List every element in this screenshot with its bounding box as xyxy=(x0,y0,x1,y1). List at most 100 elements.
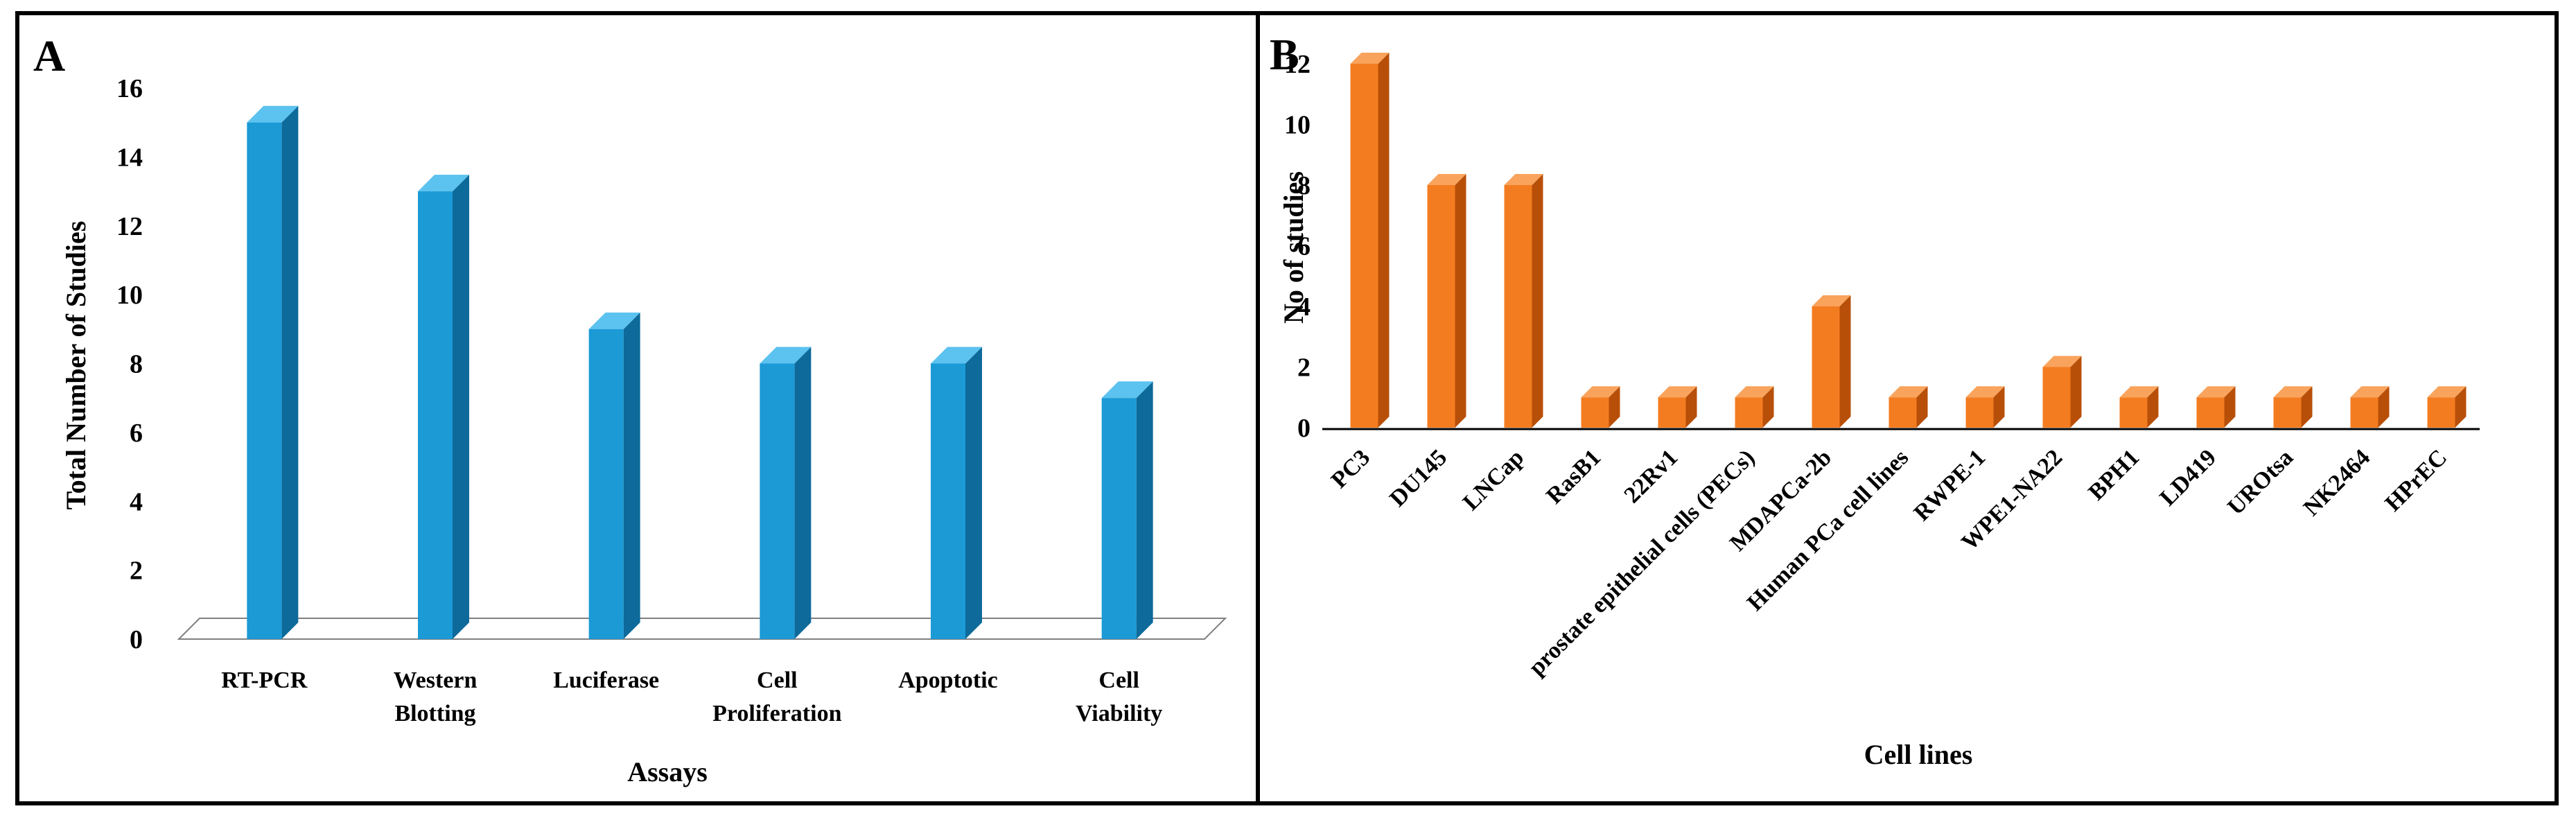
bar-b-10 xyxy=(2119,386,2159,428)
panel-letter-b: B xyxy=(1270,30,1299,79)
y-tick-b-1: 2 xyxy=(1297,354,1311,383)
bar-b-top-13 xyxy=(2350,386,2390,398)
bar-b-side-11 xyxy=(2224,386,2236,428)
bar-b-top-9 xyxy=(2042,356,2082,367)
bar-b-top-5 xyxy=(1735,386,1774,398)
bar-a-top-0 xyxy=(247,105,299,123)
bar-b-front-14 xyxy=(2427,397,2455,428)
panel-letter-a: A xyxy=(33,31,65,80)
y-tick-a-1: 2 xyxy=(130,557,143,586)
y-tick-a-2: 4 xyxy=(130,487,143,516)
x-axis-title-b: Cell lines xyxy=(1864,739,1973,770)
bar-b-front-7 xyxy=(1889,397,1917,428)
y-tick-a-5: 10 xyxy=(116,281,143,310)
bar-b-top-12 xyxy=(2273,386,2313,398)
bar-b-side-12 xyxy=(2301,386,2313,428)
bar-b-top-0 xyxy=(1350,53,1390,64)
bar-b-side-8 xyxy=(1993,386,2005,428)
y-tick-a-7: 14 xyxy=(116,143,143,172)
bar-a-front-4 xyxy=(931,363,965,639)
bar-a-3 xyxy=(760,347,812,639)
bar-b-top-2 xyxy=(1504,174,1543,185)
y-tick-a-6: 12 xyxy=(116,212,143,241)
x-tick-a-5: Cell Viability xyxy=(1076,668,1162,726)
bar-b-front-8 xyxy=(1965,397,1994,428)
bar-a-side-1 xyxy=(453,175,469,639)
bar-b-front-0 xyxy=(1350,64,1378,428)
y-axis-title-a: Total Number of Studies xyxy=(60,221,91,510)
bar-b-side-3 xyxy=(1609,386,1620,428)
bar-b-side-5 xyxy=(1762,386,1774,428)
bar-b-side-2 xyxy=(1532,174,1543,428)
bar-a-top-2 xyxy=(588,312,640,329)
chart-a-svg: A 0 2 4 6 8 10 12 14 16 RT-PCR Western Blotting Lucif… xyxy=(33,31,1227,787)
x-tick-a-0: RT-PCR xyxy=(221,668,308,693)
x-tick-a-1: Western Blotting xyxy=(394,668,477,726)
bar-a-front-3 xyxy=(760,363,795,639)
x-axis-title-a: Assays xyxy=(627,756,708,787)
bar-b-front-5 xyxy=(1735,397,1763,428)
bar-b-side-6 xyxy=(1839,295,1851,428)
x-tick-b-14: HPrEC xyxy=(2381,444,2453,516)
bar-b-side-14 xyxy=(2455,386,2467,428)
bar-b-4 xyxy=(1658,386,1697,428)
x-tick-a-4: Apoptotic xyxy=(898,668,998,693)
x-tick-b-4: 22Rv1 xyxy=(1620,444,1683,508)
bar-b-front-9 xyxy=(2042,367,2071,428)
floor-a xyxy=(177,618,1227,640)
bar-a-front-1 xyxy=(418,191,453,639)
y-tick-b-0: 0 xyxy=(1297,414,1311,443)
bar-b-top-10 xyxy=(2119,386,2159,398)
bar-b-top-14 xyxy=(2427,386,2467,398)
bar-a-front-2 xyxy=(588,329,624,639)
bar-b-top-1 xyxy=(1427,174,1466,185)
y-tick-a-3: 6 xyxy=(130,419,143,448)
bar-b-front-6 xyxy=(1812,306,1840,428)
x-tick-b-13: NK2464 xyxy=(2299,444,2375,521)
bar-b-side-13 xyxy=(2378,386,2390,428)
bar-b-side-0 xyxy=(1378,53,1390,428)
x-tick-a-3: Cell Proliferation xyxy=(712,668,841,726)
bar-b-top-4 xyxy=(1658,386,1697,398)
bar-b-front-11 xyxy=(2196,397,2225,428)
bar-a-side-5 xyxy=(1136,381,1153,639)
bar-a-front-5 xyxy=(1101,398,1137,639)
x-tick-b-2: LNCap xyxy=(1458,444,1529,515)
panel-a-frame: A 0 2 4 6 8 10 12 14 16 RT-PCR Western Blotting Lucif… xyxy=(15,11,1260,805)
panel-b-frame: B 0 2 4 6 8 10 12 PC3 DU145 LNCap RasB1 22Rv1 prostat… xyxy=(1256,11,2559,805)
bar-a-side-3 xyxy=(794,347,812,639)
bar-b-side-1 xyxy=(1455,174,1466,428)
x-tick-b-12: UROtsa xyxy=(2223,444,2298,520)
bar-b-side-10 xyxy=(2147,386,2159,428)
bar-b-11 xyxy=(2196,386,2236,428)
bar-b-side-7 xyxy=(1916,386,1928,428)
bar-b-top-11 xyxy=(2196,386,2236,398)
bar-b-14 xyxy=(2427,386,2467,428)
y-tick-b-4: 8 xyxy=(1297,171,1311,200)
bar-b-top-7 xyxy=(1889,386,1928,398)
x-tick-b-10: BPH1 xyxy=(2084,444,2145,505)
bar-a-front-0 xyxy=(247,122,282,639)
bar-b-3 xyxy=(1581,386,1620,428)
x-tick-b-8: RWPE-1 xyxy=(1909,444,1990,525)
bar-b-front-10 xyxy=(2119,397,2148,428)
bar-a-4 xyxy=(931,347,982,639)
x-tick-b-3: RasB1 xyxy=(1541,444,1606,509)
bar-b-front-1 xyxy=(1427,185,1455,428)
y-tick-a-4: 8 xyxy=(130,350,143,379)
y-tick-a-8: 16 xyxy=(116,74,143,103)
bar-b-5 xyxy=(1735,386,1774,428)
bar-b-front-12 xyxy=(2273,397,2302,428)
y-tick-b-5: 10 xyxy=(1284,111,1311,140)
bar-b-front-4 xyxy=(1658,397,1686,428)
bar-b-top-8 xyxy=(1965,386,2005,398)
bar-b-9 xyxy=(2042,356,2082,428)
bar-b-side-9 xyxy=(2070,356,2082,428)
bar-b-0 xyxy=(1350,53,1390,428)
y-tick-b-6: 12 xyxy=(1284,50,1311,79)
bar-a-top-4 xyxy=(931,347,982,364)
bar-b-front-3 xyxy=(1581,397,1609,428)
bar-a-1 xyxy=(418,175,469,639)
